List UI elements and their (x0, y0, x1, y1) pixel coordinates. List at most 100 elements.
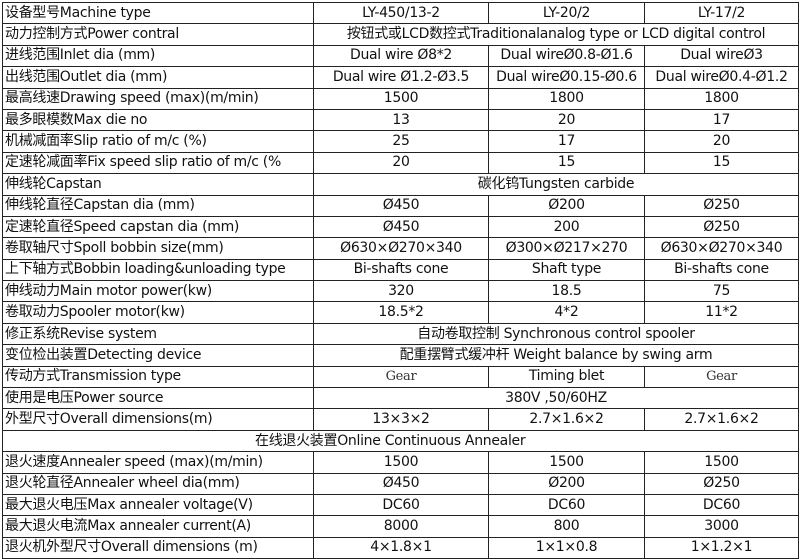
value-cell: Dual wireØ0.8-Ø1.6 (488, 44, 645, 68)
value-cell: LY-20/2 (488, 1, 645, 25)
value-cell: 1500 (644, 451, 799, 474)
table-row: 定速轮减面率Fix speed slip ratio of m/c (% 20 15… (2, 151, 799, 175)
table-row: 最大退火电流Max annealer current(A) 8000 800 3000 (2, 515, 799, 538)
value-cell: Bi-shafts cone (644, 258, 799, 282)
value-cell: 1×1.2×1 (644, 536, 799, 559)
row-label: 退火轮直径Annealer wheel dia(mm) (2, 472, 314, 495)
value-cell: 17 (488, 130, 645, 153)
value-cell: 20 (644, 130, 799, 153)
value-cell: 2.7×1.6×2 (488, 408, 645, 431)
row-label: 伸线轮直径Capstan dia (mm) (2, 194, 314, 217)
value-cell: Timing blet (488, 365, 645, 389)
row-label: 卷取动力Spooler motor(kw) (2, 301, 314, 324)
value-cell: 25 (313, 130, 489, 153)
value-cell: Gear (313, 365, 489, 389)
value-cell: 4×1.8×1 (313, 536, 489, 559)
merged-value-cell: 自动卷取控制 Synchronous control spooler (313, 322, 799, 346)
table-row: 动力控制方式Power contral 按钮式或LCD数控式Traditional… (2, 23, 799, 46)
value-cell: 15 (644, 151, 799, 175)
value-cell: Dual wire Ø1.2-Ø3.5 (313, 66, 489, 89)
value-cell: 11*2 (644, 301, 799, 324)
row-label: 上下轴方式Bobbin loading&unloading type (2, 258, 314, 282)
value-cell: 2.7×1.6×2 (644, 408, 799, 431)
row-label: 动力控制方式Power contral (2, 23, 314, 46)
value-cell: LY-17/2 (644, 1, 799, 25)
value-cell: DC60 (644, 493, 799, 517)
value-cell: Ø450 (313, 472, 489, 495)
value-cell: Ø250 (644, 194, 799, 217)
value-cell: 1800 (488, 87, 645, 110)
value-cell: 1500 (313, 451, 489, 474)
table-row: 出线范围Outlet dia (mm) Dual wire Ø1.2-Ø3.5 Du… (2, 66, 799, 89)
row-label: 机械减面率Slip ratio of m/c (%) (2, 130, 314, 153)
row-label: 传动方式Transmission type (2, 365, 314, 389)
table-row: 设备型号Machine type LY-450/13-2 LY-20/2 LY-17/… (2, 1, 799, 25)
value-cell: 3000 (644, 515, 799, 538)
table-row: 使用是电压Power source 380V ,50/60HZ (2, 387, 799, 410)
row-label: 出线范围Outlet dia (mm) (2, 66, 314, 89)
row-label: 伸线轮Capstan (2, 173, 314, 196)
value-cell: 17 (644, 108, 799, 132)
value-cell: Dual wireØ3 (644, 44, 799, 68)
value-cell: Ø250 (644, 472, 799, 495)
table-row: 卷取轴尺寸Spoll bobbin size(mm) Ø630×Ø270×340 Ø… (2, 237, 799, 260)
value-cell: 20 (488, 108, 645, 132)
table-row: 伸线动力Main motor power(kw) 320 18.5 75 (2, 280, 799, 303)
row-label: 变位检出装置Detecting device (2, 344, 314, 367)
value-cell: Ø450 (313, 194, 489, 217)
value-cell: 200 (488, 215, 645, 239)
value-cell: Gear (644, 365, 799, 389)
value-cell: 75 (644, 280, 799, 303)
value-cell: 1500 (313, 87, 489, 110)
value-cell: Dual wireØ0.15-Ø0.6 (488, 66, 645, 89)
value-cell: Shaft type (488, 258, 645, 282)
value-cell: Ø450 (313, 215, 489, 239)
value-cell: Ø200 (488, 194, 645, 217)
row-label: 修正系统Revise system (2, 322, 314, 346)
table-row: 机械减面率Slip ratio of m/c (%) 25 17 20 (2, 130, 799, 153)
value-cell: Ø200 (488, 472, 645, 495)
merged-value-cell: 配重摆臂式缓冲杆 Weight balance by swing arm (313, 344, 799, 367)
value-cell: 15 (488, 151, 645, 175)
row-label: 使用是电压Power source (2, 387, 314, 410)
row-label: 最大退火电压Max annealer voltage(V) (2, 493, 314, 517)
row-label: 最大退火电流Max annealer current(A) (2, 515, 314, 538)
table-row: 最高线速Drawing speed (max)(m/min) 1500 1800 18… (2, 87, 799, 110)
table-row: 最多眼模数Max die no 13 20 17 (2, 108, 799, 132)
value-cell: 800 (488, 515, 645, 538)
row-label: 最多眼模数Max die no (2, 108, 314, 132)
value-cell: Dual wire Ø8*2 (313, 44, 489, 68)
table-row: 伸线轮Capstan 碳化钨Tungsten carbide (2, 173, 799, 196)
value-cell: 18.5 (488, 280, 645, 303)
value-cell: 4*2 (488, 301, 645, 324)
table-row: 变位检出装置Detecting device 配重摆臂式缓冲杆 Weight ba… (2, 344, 799, 367)
value-cell: 8000 (313, 515, 489, 538)
value-cell: DC60 (488, 493, 645, 517)
table-row: 伸线轮直径Capstan dia (mm) Ø450 Ø200 Ø250 (2, 194, 799, 217)
row-label: 定速轮直径Speed capstan dia (mm) (2, 215, 314, 239)
value-cell: Ø630×Ø270×340 (313, 237, 489, 260)
value-cell: 18.5*2 (313, 301, 489, 324)
row-label: 定速轮减面率Fix speed slip ratio of m/c (% (2, 151, 314, 175)
row-label: 外型尺寸Overall dimensions(m) (2, 408, 314, 431)
value-cell: Ø250 (644, 215, 799, 239)
table-row: 定速轮直径Speed capstan dia (mm) Ø450 200 Ø250 (2, 215, 799, 239)
table-row: 传动方式Transmission type Gear Timing blet Gear (2, 365, 799, 389)
value-cell: DC60 (313, 493, 489, 517)
row-label: 退火机外型尺寸Overall dimensions (m) (2, 536, 314, 559)
table-row: 退火轮直径Annealer wheel dia(mm) Ø450 Ø200 Ø250 (2, 472, 799, 495)
row-label: 卷取轴尺寸Spoll bobbin size(mm) (2, 237, 314, 260)
value-cell: 13×3×2 (313, 408, 489, 431)
table-row: 退火速度Annealer speed (max)(m/min) 1500 1500 1… (2, 451, 799, 474)
section-row: 在线退火装置Online Continuous Annealer (2, 429, 799, 453)
value-cell: 20 (313, 151, 489, 175)
value-cell: 320 (313, 280, 489, 303)
merged-value-cell: 按钮式或LCD数控式Traditionalanalog type or LCD … (313, 23, 799, 46)
row-label: 退火速度Annealer speed (max)(m/min) (2, 451, 314, 474)
value-cell: 1×1×0.8 (488, 536, 645, 559)
row-label: 进线范围Inlet dia (mm) (2, 44, 314, 68)
row-label: 伸线动力Main motor power(kw) (2, 280, 314, 303)
merged-value-cell: 碳化钨Tungsten carbide (313, 173, 799, 196)
table-row: 外型尺寸Overall dimensions(m) 13×3×2 2.7×1.6×2… (2, 408, 799, 431)
